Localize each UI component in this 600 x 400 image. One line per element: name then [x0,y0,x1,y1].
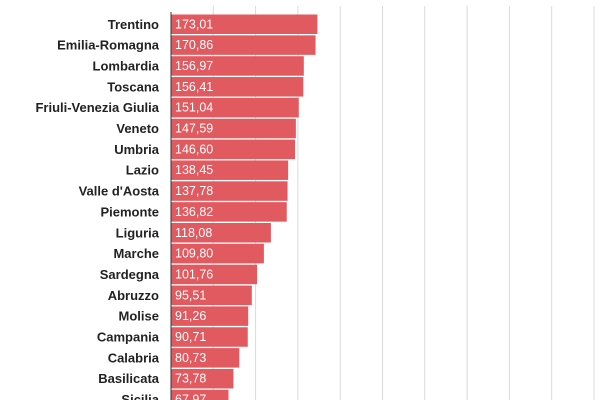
data-label: 156,41 [175,80,213,94]
bar [171,118,296,139]
data-label: 151,04 [175,101,213,115]
bar [171,306,249,326]
bar [171,285,252,306]
category-label: Campania [97,330,160,345]
category-label: Sardegna [100,267,160,282]
data-label: 95,51 [175,288,206,302]
data-label: 118,08 [175,226,212,240]
bar [171,181,288,201]
bar [171,160,289,180]
data-label: 147,59 [175,122,213,136]
data-label: 67,97 [175,393,206,400]
data-label: 91,26 [175,309,206,323]
category-label: Lazio [126,163,159,178]
category-label: Emilia-Romagna [57,38,160,53]
category-label: Trentino [108,17,159,32]
category-label: Basilicata [98,371,159,386]
bar [171,264,258,285]
bar [171,348,240,368]
data-label: 73,78 [175,372,206,386]
value-labels: 173,01 170,86 156,97 156,41 151,04 147,59 146,… [175,17,213,400]
data-label: 146,60 [175,142,213,156]
category-label: Sicilia [121,392,159,400]
category-label: Molise [119,309,159,324]
bar [171,14,318,34]
category-label: Umbria [114,142,160,157]
data-label: 136,82 [175,205,213,219]
bar [171,35,316,55]
category-label: Abruzzo [108,288,159,303]
category-label: Veneto [116,121,159,136]
category-label: Piemonte [100,204,159,219]
category-label: Liguria [116,225,160,240]
category-label: Friuli-Venezia Giulia [35,100,159,115]
bar [171,97,299,118]
bar [171,56,304,76]
category-label: Lombardia [93,58,160,73]
data-label: 80,73 [175,351,206,365]
bar [171,327,248,347]
data-label: 156,97 [175,59,213,73]
category-label: Toscana [107,79,160,94]
data-label: 109,80 [175,247,213,261]
data-label: 137,78 [175,184,213,198]
data-label: 138,45 [175,163,213,177]
bar [171,368,234,389]
bar [171,202,287,222]
category-label: Valle d'Aosta [79,184,160,199]
category-label: Calabria [108,350,160,365]
data-label: 101,76 [175,267,213,281]
data-label: 90,71 [175,330,206,344]
bar [171,243,264,264]
category-label: Marche [113,246,159,261]
bar [171,223,271,243]
bars-group [171,14,318,400]
data-label: 170,86 [175,38,213,52]
data-label: 173,01 [175,17,213,31]
bar [171,139,296,160]
bar [171,77,304,97]
category-labels: Trentino Emilia-Romagna Lombardia Toscana Fr… [35,17,159,400]
bar [171,389,229,400]
